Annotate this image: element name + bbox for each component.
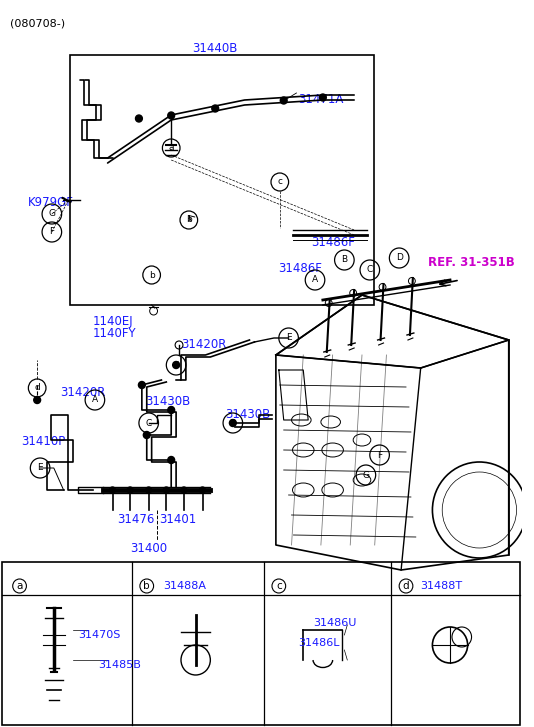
Circle shape bbox=[146, 487, 152, 493]
Circle shape bbox=[109, 487, 115, 493]
Text: b: b bbox=[149, 270, 154, 279]
Text: D: D bbox=[230, 419, 236, 427]
Circle shape bbox=[138, 382, 145, 388]
Text: d: d bbox=[34, 384, 40, 393]
Circle shape bbox=[143, 432, 150, 438]
Text: 31476: 31476 bbox=[117, 513, 155, 526]
Text: 31401: 31401 bbox=[160, 513, 197, 526]
Text: K979GF: K979GF bbox=[27, 196, 73, 209]
Circle shape bbox=[168, 457, 175, 464]
Text: E: E bbox=[286, 334, 292, 342]
Text: 31440B: 31440B bbox=[193, 42, 238, 55]
Circle shape bbox=[172, 361, 179, 369]
Circle shape bbox=[200, 487, 206, 493]
Text: d: d bbox=[403, 581, 410, 591]
Text: B: B bbox=[341, 255, 348, 265]
Text: a: a bbox=[17, 581, 23, 591]
Bar bbox=[70, 55, 374, 305]
Text: 31471A: 31471A bbox=[299, 93, 344, 106]
Text: G: G bbox=[49, 209, 56, 219]
Text: G: G bbox=[363, 470, 370, 480]
Circle shape bbox=[34, 396, 41, 403]
Text: 31420R: 31420R bbox=[61, 386, 106, 399]
Circle shape bbox=[280, 97, 287, 104]
Circle shape bbox=[212, 105, 218, 112]
Text: b: b bbox=[144, 581, 150, 591]
Text: b: b bbox=[186, 215, 192, 225]
Text: B: B bbox=[173, 361, 179, 369]
Text: D: D bbox=[396, 254, 403, 262]
Text: 1140EJ: 1140EJ bbox=[93, 315, 134, 328]
Text: 31486U: 31486U bbox=[313, 618, 356, 628]
Text: 31486L: 31486L bbox=[299, 638, 340, 648]
Text: 31400: 31400 bbox=[130, 542, 167, 555]
Text: 31420R: 31420R bbox=[181, 338, 226, 351]
Circle shape bbox=[168, 406, 175, 414]
Text: A: A bbox=[92, 395, 98, 404]
Text: a: a bbox=[168, 143, 174, 153]
Circle shape bbox=[168, 112, 175, 119]
Circle shape bbox=[127, 487, 133, 493]
Text: c: c bbox=[277, 177, 282, 187]
Text: 31410P: 31410P bbox=[21, 435, 66, 448]
Text: 31430B: 31430B bbox=[225, 408, 270, 421]
Text: 31486F: 31486F bbox=[278, 262, 321, 275]
Text: 31485B: 31485B bbox=[98, 660, 140, 670]
Text: A: A bbox=[312, 276, 318, 284]
Text: C: C bbox=[146, 419, 152, 427]
Text: 1140FY: 1140FY bbox=[93, 327, 137, 340]
Text: 31488A: 31488A bbox=[163, 581, 206, 591]
Text: 31488T: 31488T bbox=[421, 581, 463, 591]
Circle shape bbox=[230, 419, 236, 427]
Text: F: F bbox=[49, 228, 54, 236]
Text: 31470S: 31470S bbox=[78, 630, 121, 640]
Circle shape bbox=[163, 487, 169, 493]
Circle shape bbox=[136, 115, 143, 122]
Text: c: c bbox=[276, 581, 282, 591]
Text: 31486F: 31486F bbox=[311, 236, 355, 249]
Circle shape bbox=[181, 487, 187, 493]
Circle shape bbox=[319, 94, 326, 101]
Bar bbox=[2, 562, 521, 725]
Text: F: F bbox=[377, 451, 382, 459]
Text: (080708-): (080708-) bbox=[10, 18, 65, 28]
Text: REF. 31-351B: REF. 31-351B bbox=[428, 256, 514, 269]
Text: C: C bbox=[367, 265, 373, 275]
Text: 31430B: 31430B bbox=[145, 395, 190, 408]
Text: E: E bbox=[37, 464, 43, 473]
